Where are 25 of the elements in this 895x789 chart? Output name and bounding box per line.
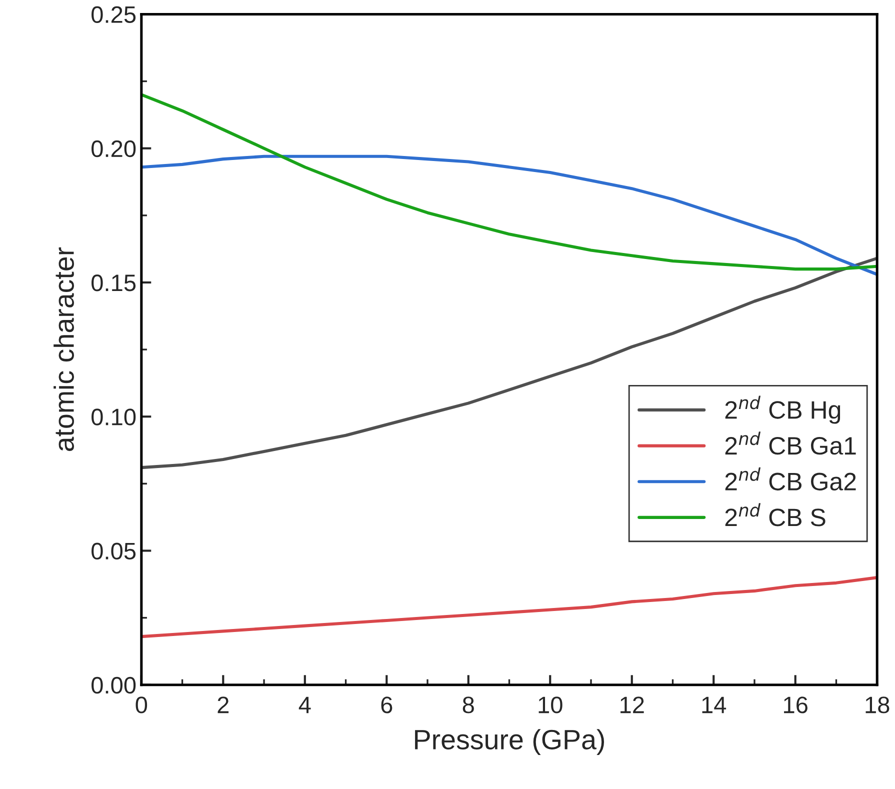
line-series [141, 576, 878, 638]
legend-label: 2$^{nd}$ CB S [725, 503, 826, 526]
x-tick-label: 0 [136, 696, 148, 714]
x-tick-label: 18 [866, 696, 890, 714]
x-tick-label: 10 [538, 696, 562, 714]
y-tick-label: 0.20 [92, 140, 136, 158]
y-tick-label: 0.25 [92, 6, 136, 23]
y-tick-label: 0.05 [92, 542, 136, 560]
x-tick-label: 12 [620, 696, 644, 714]
legend-label: 2$^{nd}$ CB Hg [725, 396, 840, 424]
x-tick-label: 2 [218, 696, 229, 714]
legend-label: 2$^{nd}$ CB Ga2 [725, 467, 856, 490]
y-tick-label: 0.15 [92, 274, 136, 292]
line-series [141, 154, 878, 276]
y-tick-label: 0.10 [92, 408, 136, 426]
x-tick-label: 4 [298, 696, 311, 714]
x-tick-label: 14 [702, 696, 726, 714]
line-series [141, 93, 878, 271]
x-tick-label: 8 [462, 696, 474, 714]
legend-label: 2$^{nd}$ CB Ga1 [725, 432, 856, 455]
x-axis-title: Pressure (GPa) [415, 729, 604, 755]
x-tick-label: 6 [381, 696, 392, 714]
x-tick-label: 16 [784, 696, 808, 714]
y-tick-label: 0.00 [92, 676, 136, 694]
y-axis-title: atomic character [54, 247, 74, 451]
